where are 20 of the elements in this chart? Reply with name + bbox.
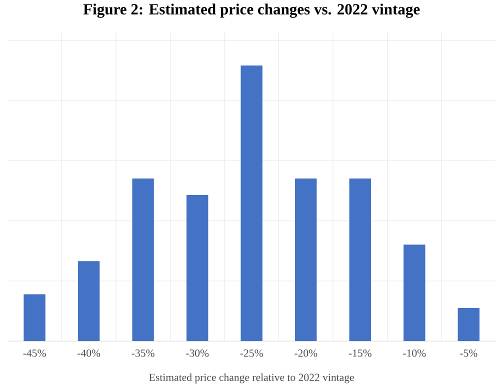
bar [24,294,46,342]
bar [78,261,100,342]
bar [240,66,262,342]
chart-title: Figure 2: Estimated price changes vs. 2022 vintage [83,4,420,18]
x-axis-title: Estimated price change relative to 2022 vintage [149,373,354,384]
x-tick-label: -35% [132,350,154,357]
x-tick-label: -15% [348,350,372,357]
bar [349,178,371,342]
x-tick-label: -40% [78,350,100,357]
x-tick-label: -20% [294,350,318,357]
x-tick-label: -45% [23,350,46,357]
x-tick-label: -10% [403,350,426,357]
bar [186,195,208,342]
bar [458,308,480,342]
x-tick-label: -25% [240,350,263,357]
x-tick-label: -30% [186,350,209,357]
x-tick-label: -5% [460,350,478,357]
bar [132,178,154,342]
bar [295,178,317,342]
bar [404,244,426,342]
